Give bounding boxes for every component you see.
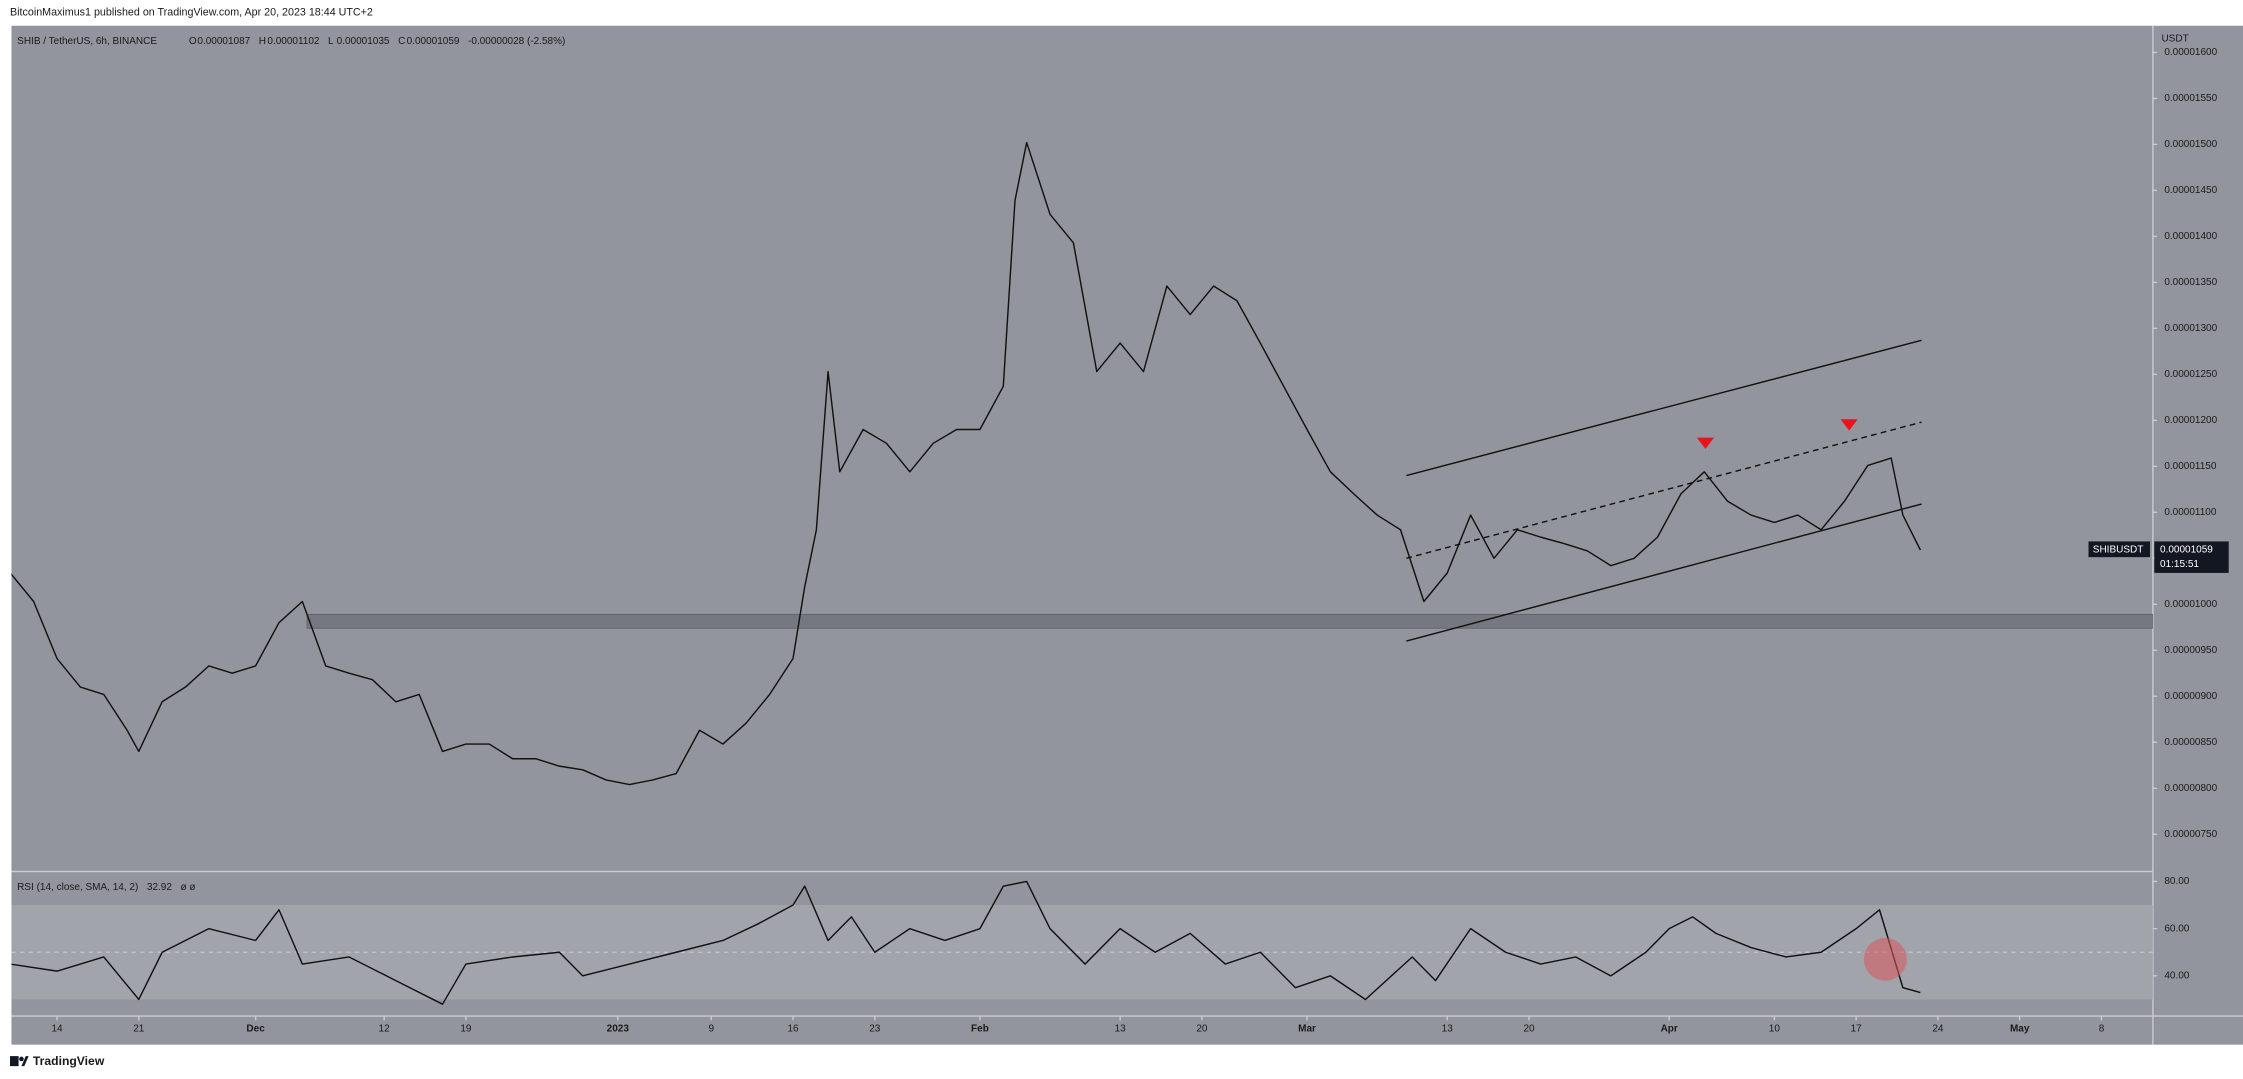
countdown: 01:15:51	[2160, 559, 2199, 570]
y-tick-label: 0.00001350	[2164, 277, 2217, 288]
x-tick-label: Apr	[1661, 1024, 1678, 1035]
y-tick-label: 0.00001500	[2164, 139, 2217, 150]
pane: 80.00 60.00 40.00 RSI (14, close, SMA, 14, …	[11, 876, 2190, 1005]
plot-area	[11, 141, 2153, 786]
y-tick-label: 0.00000900	[2164, 691, 2217, 702]
x-tick-label: Feb	[971, 1024, 989, 1035]
ohlc-value: 0.00001087	[197, 36, 250, 47]
x-tick-label: 2023	[607, 1024, 630, 1035]
footer-brand: TradingView	[33, 1054, 105, 1068]
x-tick-label: 14	[51, 1024, 63, 1035]
ohlc-value: 0.00001035	[337, 36, 390, 47]
y-tick-label: 0.00000750	[2164, 829, 2217, 840]
x-tick-label: 21	[133, 1024, 145, 1035]
ohlc: O 0.00001087 H 0.00001102 L 0.00001035 C 0.0000…	[189, 36, 566, 47]
currency: USDT	[2161, 33, 2188, 44]
x-tick-label: 20	[1196, 1024, 1208, 1035]
ohlc-value: 0.00001059	[407, 36, 460, 47]
symbol: SHIB / TetherUS, 6h, BINANCE	[17, 36, 157, 47]
signal-marker	[1840, 419, 1858, 431]
y-tick-label: 60.00	[2164, 923, 2189, 934]
y-tick-label: 0.00001550	[2164, 93, 2217, 104]
rsi-title: RSI (14, close, SMA, 14, 2)	[17, 882, 138, 893]
symbol-tag: SHIBUSDT	[2093, 545, 2144, 556]
x-tick-label: 10	[1769, 1024, 1781, 1035]
x-tick-label: 19	[460, 1024, 472, 1035]
footer-logo: TradingView	[10, 1054, 105, 1068]
price-tag: 0.00001059	[2160, 545, 2213, 556]
ohlc-label: O	[189, 36, 197, 47]
x-tick-label: 20	[1523, 1024, 1535, 1035]
signal-marker	[1696, 437, 1715, 450]
rsi-value: 32.92	[147, 882, 172, 893]
y-tick-label: 0.00000800	[2164, 783, 2217, 794]
plot: 0.00000750 0.00000800 0.00000850 0.00000900…	[11, 47, 2229, 1035]
x-tick-label: Dec	[246, 1024, 265, 1035]
highlight	[1863, 937, 1907, 981]
change: -0.00000028 (-2.58%)	[468, 36, 565, 47]
support-zone	[306, 613, 2153, 629]
x-tick-label: 17	[1851, 1024, 1863, 1035]
y-tick-label: 40.00	[2164, 971, 2189, 982]
y-tick-label: 0.00001250	[2164, 369, 2217, 380]
y-tick-label: 0.00000850	[2164, 737, 2217, 748]
x-tick-label: 9	[708, 1024, 714, 1035]
x-tick-label: 16	[787, 1024, 799, 1035]
x-tick-label: 13	[1442, 1024, 1454, 1035]
x-tick-label: 13	[1115, 1024, 1127, 1035]
price-line	[11, 880, 1921, 1005]
price-tag-bg	[2154, 541, 2229, 573]
y-tick-label: 0.00001600	[2164, 47, 2217, 58]
price-line	[11, 141, 1922, 786]
x-tick-label: 8	[2099, 1024, 2105, 1035]
logo-mark	[10, 1056, 19, 1067]
y-tick-label: 0.00001150	[2164, 461, 2217, 472]
ohlc-label: C	[398, 36, 405, 47]
plot-area	[11, 880, 2153, 1005]
pane: 0.00000750 0.00000800 0.00000850 0.00000900…	[11, 47, 2218, 1035]
chart-bg	[11, 25, 2243, 1045]
x-tick-label: Mar	[1298, 1024, 1316, 1035]
y-tick-label: 0.00001000	[2164, 599, 2217, 610]
trendline	[1406, 503, 1922, 642]
y-tick-label: 0.00001100	[2164, 507, 2217, 518]
ohlc-label: L	[328, 36, 334, 47]
logo-mark	[21, 1056, 29, 1067]
rsi-suffix: ø ø	[181, 882, 196, 893]
y-tick-label: 0.00001300	[2164, 323, 2217, 334]
y-tick-label: 80.00	[2164, 876, 2189, 887]
x-tick-label: May	[2010, 1024, 2030, 1035]
y-tick-label: 0.00000950	[2164, 645, 2217, 656]
y-tick-label: 0.00001450	[2164, 185, 2217, 196]
x-tick-label: 23	[869, 1024, 881, 1035]
x-tick-label: 24	[1932, 1024, 1944, 1035]
logo-mark	[19, 1056, 24, 1062]
publisher: BitcoinMaximus1 published on TradingView…	[10, 7, 373, 19]
ohlc-value: 0.00001102	[267, 36, 320, 47]
trendline	[1406, 421, 1922, 559]
x-tick-label: 12	[379, 1024, 391, 1035]
y-tick-label: 0.00001400	[2164, 231, 2217, 242]
ohlc-label: H	[259, 36, 266, 47]
trendline	[1406, 339, 1922, 477]
y-tick-label: 0.00001200	[2164, 415, 2217, 426]
rsi-band	[11, 905, 2153, 1000]
symbol-tag-bg	[2088, 541, 2151, 558]
